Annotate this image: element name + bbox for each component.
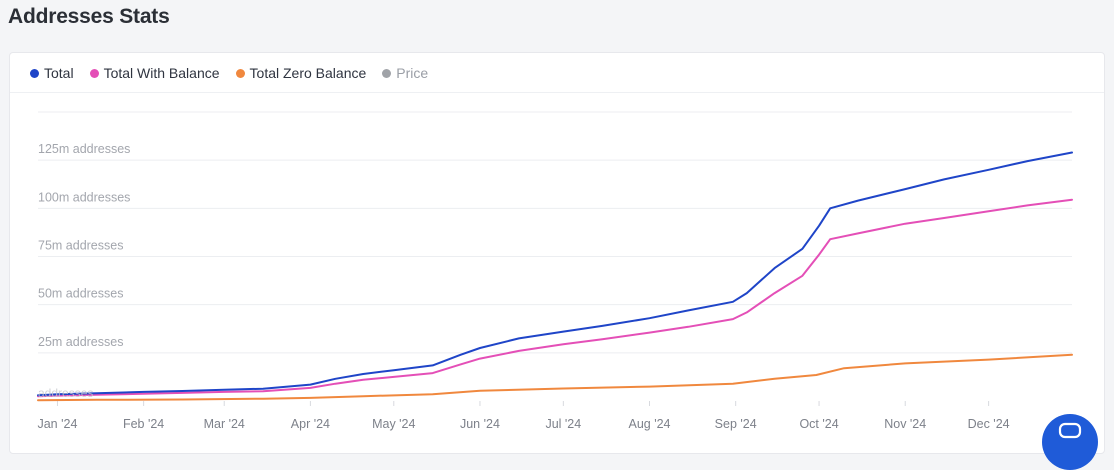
legend-label-total-zero-balance: Total Zero Balance [249, 65, 367, 81]
legend-divider [10, 92, 1104, 93]
legend-item-price[interactable]: Price [382, 65, 428, 81]
legend-dot-total-with-balance [89, 68, 99, 78]
x-tick-label: Dec '24 [968, 417, 1010, 431]
line-chart: 25m addresses 50m addresses 75m addresses 1… [37, 111, 1073, 431]
legend-label-total-with-balance: Total With Balance [103, 65, 220, 81]
y-bottom-label: addresses [38, 386, 93, 400]
legend-item-total-zero-balance[interactable]: Total Zero Balance [235, 65, 367, 81]
y-tick-label: 75m addresses [38, 239, 123, 253]
legend-label-total: Total [44, 65, 74, 81]
legend-dot-price [382, 68, 392, 78]
y-tick-label: 50m addresses [38, 287, 123, 301]
x-tick-label: Jun '24 [460, 417, 500, 431]
x-tick-label: Oct '24 [799, 417, 838, 431]
y-tick-label: 100m addresses [38, 190, 130, 204]
x-tick-label: Feb '24 [123, 417, 164, 431]
series-line-total-with-balance [37, 198, 1073, 398]
page-title: Addresses Stats [8, 5, 170, 28]
legend-item-total[interactable]: Total [30, 65, 74, 81]
y-tick-label: 125m addresses [38, 142, 130, 156]
chart-legend: Total Total With Balance Total Zero Bala… [30, 65, 428, 81]
legend-dot-total-zero-balance [235, 68, 245, 78]
y-tick-label: 25m addresses [38, 335, 123, 349]
series-line-total [37, 151, 1073, 397]
chat-fab-button[interactable] [1042, 414, 1098, 470]
chart-card: Total Total With Balance Total Zero Bala… [9, 52, 1105, 454]
series-line-total-zero-balance [37, 353, 1073, 402]
x-tick-label: Aug '24 [628, 417, 670, 431]
legend-item-total-with-balance[interactable]: Total With Balance [89, 65, 220, 81]
x-tick-label: Jan '24 [37, 417, 77, 431]
legend-dot-total [30, 68, 39, 78]
chat-bubble-icon [1058, 422, 1082, 439]
x-tick-label: Jul '24 [545, 417, 581, 431]
x-tick-label: Mar '24 [204, 417, 245, 431]
legend-label-price: Price [396, 65, 429, 81]
x-tick-label: May '24 [372, 417, 415, 431]
x-tick-label: Apr '24 [291, 417, 330, 431]
x-tick-label: Nov '24 [884, 417, 926, 431]
x-tick-label: Sep '24 [715, 417, 757, 431]
